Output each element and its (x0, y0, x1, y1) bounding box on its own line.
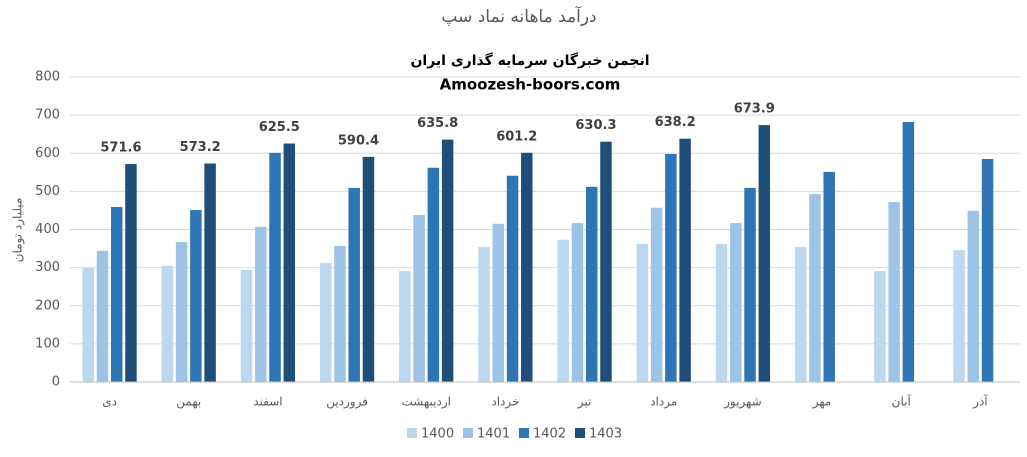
bar (888, 202, 900, 382)
bar (902, 121, 915, 383)
bar (557, 239, 569, 382)
bar (679, 138, 691, 382)
x-tick-label: مهر (812, 395, 832, 410)
bar (981, 158, 994, 382)
x-tick-label: فروردین (326, 395, 368, 410)
bar (255, 226, 267, 382)
x-tick-label: شهریور (723, 395, 762, 410)
y-tick-label: 300 (35, 260, 60, 275)
x-tick-label: خرداد (491, 395, 519, 410)
bar (161, 265, 174, 382)
bar (758, 125, 771, 382)
legend-swatch (575, 428, 585, 438)
bar (190, 210, 202, 382)
bar (650, 207, 663, 382)
bar (283, 143, 296, 382)
data-label: 625.5 (259, 120, 300, 135)
bar (204, 163, 216, 382)
bar (362, 156, 375, 382)
bar (82, 268, 94, 382)
bar (600, 141, 612, 382)
x-tick-label: دی (102, 395, 117, 409)
x-tick-label: اردیبهشت (402, 395, 451, 410)
bar (492, 223, 505, 382)
data-label: 590.4 (338, 133, 379, 148)
bar (506, 175, 519, 382)
bar (665, 154, 677, 382)
data-label: 571.6 (100, 141, 141, 156)
y-tick-label: 500 (35, 184, 60, 199)
legend-label: 1403 (589, 427, 622, 442)
bar (730, 223, 742, 382)
data-label: 673.9 (734, 102, 775, 117)
bar (571, 223, 584, 382)
bar (744, 187, 756, 382)
bar (478, 247, 490, 382)
annotation: Amoozesh-boors.com (440, 76, 621, 94)
bar (794, 247, 807, 382)
y-tick-label: 800 (35, 70, 60, 85)
legend-label: 1400 (421, 427, 454, 442)
y-tick-label: 200 (35, 298, 60, 313)
bar (521, 152, 533, 382)
y-tick-label: 400 (35, 222, 60, 237)
bar (269, 152, 281, 382)
bar (953, 250, 965, 382)
y-axis-label: میلیارد تومان (11, 198, 26, 263)
bar (441, 139, 454, 382)
bar (585, 186, 598, 382)
y-tick-label: 700 (35, 108, 60, 123)
bar (348, 187, 360, 382)
legend-swatch (407, 428, 417, 438)
bar (874, 271, 886, 382)
y-tick-label: 100 (35, 336, 60, 351)
bar (334, 245, 346, 382)
bar (399, 271, 411, 382)
x-tick-label: آذر (972, 394, 988, 410)
bar (319, 263, 332, 382)
data-label: 630.3 (575, 118, 616, 133)
x-tick-label: آبان (892, 394, 912, 409)
bar (125, 164, 137, 382)
x-tick-label: تیر (577, 395, 592, 410)
bar (967, 210, 980, 382)
bar (427, 167, 440, 382)
data-label: 601.2 (496, 129, 537, 144)
data-label: 635.8 (417, 116, 458, 131)
data-label: 573.2 (180, 140, 221, 155)
y-tick-label: 600 (35, 146, 60, 161)
bar (110, 207, 123, 382)
bar (823, 171, 835, 382)
legend-swatch (463, 428, 473, 438)
data-label: 638.2 (655, 115, 696, 130)
x-tick-label: اسفند (253, 395, 282, 409)
y-tick-label: 0 (52, 375, 60, 390)
chart-title: درآمد ماهانه نماد سپ (441, 5, 596, 27)
legend-label: 1402 (533, 427, 566, 442)
bar (715, 243, 728, 382)
bar (240, 269, 253, 382)
bar (175, 242, 188, 382)
annotation: انجمن خبرگان سرمایه گذاری ایران (410, 52, 649, 69)
x-tick-label: مرداد (650, 395, 677, 410)
legend-label: 1401 (477, 427, 510, 442)
legend-swatch (519, 428, 529, 438)
bar (636, 243, 649, 382)
bar (96, 250, 109, 382)
bar (809, 194, 821, 382)
x-tick-label: بهمن (176, 395, 201, 410)
bar (413, 215, 425, 382)
